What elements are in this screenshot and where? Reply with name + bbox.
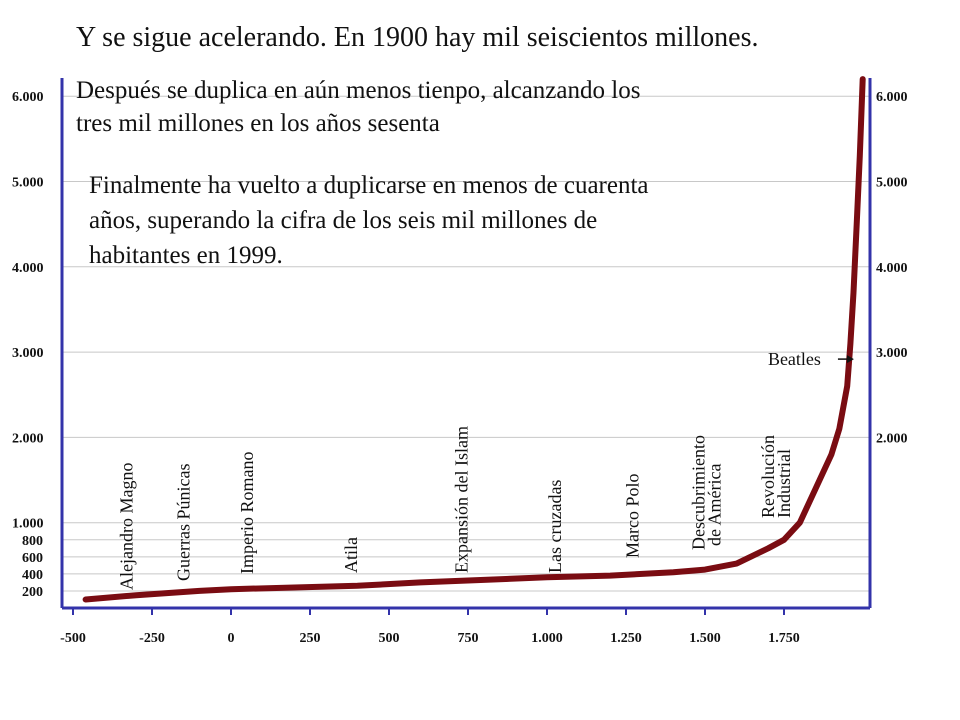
paragraph-2-line-3: habitantes en 1999.	[89, 242, 283, 269]
annotations: Beatles	[768, 349, 854, 369]
event-labels: Alejandro Magno Guerras Púnicas Imperio Ro…	[117, 426, 794, 590]
y-tick-label-left: 6.000	[12, 90, 44, 105]
y-tick-label-left: 3.000	[12, 346, 44, 361]
y-tick-label-right: 2.000	[876, 431, 908, 446]
y-tick-label-left: 4.000	[12, 261, 44, 276]
x-tick-label: -500	[60, 631, 86, 646]
x-tick-label: 1.750	[768, 631, 800, 646]
event-label: Expansión del Islam	[452, 426, 472, 573]
y-tick-label-right: 4.000	[876, 261, 908, 276]
y-tick-label-left: 400	[22, 568, 43, 583]
event-label: Alejandro Magno	[117, 463, 137, 590]
event-label: Atila	[341, 537, 361, 573]
x-tick-label: 1.250	[610, 631, 642, 646]
chart-title: Y se sigue acelerando. En 1900 hay mil s…	[76, 22, 758, 54]
event-label: Revolución	[758, 435, 778, 518]
grid-lines	[62, 95, 870, 592]
event-label: Industrial	[774, 449, 794, 518]
paragraph-2-line-2: años, superando la cifra de los seis mil…	[89, 207, 598, 234]
paragraph-2-line-1: Finalmente ha vuelto a duplicarse en men…	[89, 172, 649, 199]
event-label: Guerras Púnicas	[174, 464, 194, 581]
y-tick-label-right: 5.000	[876, 176, 908, 191]
x-tick-label: 1.500	[689, 631, 721, 646]
y-tick-label-right: 6.000	[876, 90, 908, 105]
paragraph-1-line-1: Después se duplica en aún menos tienpo, …	[76, 77, 641, 104]
paragraph-1-line-2: tres mil millones en los años sesenta	[76, 110, 440, 137]
x-tick-labels: -500 -250 0 250 500 750 1.000 1.250 1.500 1.750	[60, 608, 800, 646]
event-label: Las cruzadas	[545, 480, 565, 573]
y-tick-label-left: 200	[22, 585, 43, 600]
y-tick-label-left: 800	[22, 534, 43, 549]
event-label: Imperio Romano	[237, 452, 257, 574]
title-text: Y se sigue acelerando. En 1900 hay mil s…	[76, 22, 759, 53]
event-label: de América	[704, 464, 724, 546]
y-tick-label-left: 2.000	[12, 431, 44, 446]
x-tick-label: 750	[458, 631, 479, 646]
event-label: Marco Polo	[622, 474, 642, 559]
x-tick-label: -250	[139, 631, 165, 646]
population-curve	[82, 76, 866, 603]
x-tick-label: 500	[379, 631, 400, 646]
chart-axes	[60, 78, 872, 610]
y-tick-label-left: 1.000	[12, 517, 44, 532]
y-tick-labels-right: 2.000 3.000 4.000 5.000 6.000	[876, 90, 908, 446]
x-tick-label: 250	[300, 631, 321, 646]
y-tick-labels-left: 200 400 600 800 1.000 2.000 3.000 4.000 5.000 6.0…	[12, 90, 44, 600]
y-tick-label-left: 5.000	[12, 176, 44, 191]
y-tick-label-left: 600	[22, 551, 43, 566]
event-label: Descubrimiento	[689, 435, 709, 550]
arrow-head-icon	[846, 355, 854, 364]
y-tick-label-right: 3.000	[876, 346, 908, 361]
paragraph-2: Finalmente ha vuelto a duplicarse en men…	[89, 168, 649, 273]
x-tick-label: 1.000	[531, 631, 563, 646]
paragraph-1: Después se duplica en aún menos tienpo, …	[76, 74, 640, 140]
x-tick-label: 0	[228, 631, 235, 646]
beatles-label: Beatles	[768, 349, 821, 369]
